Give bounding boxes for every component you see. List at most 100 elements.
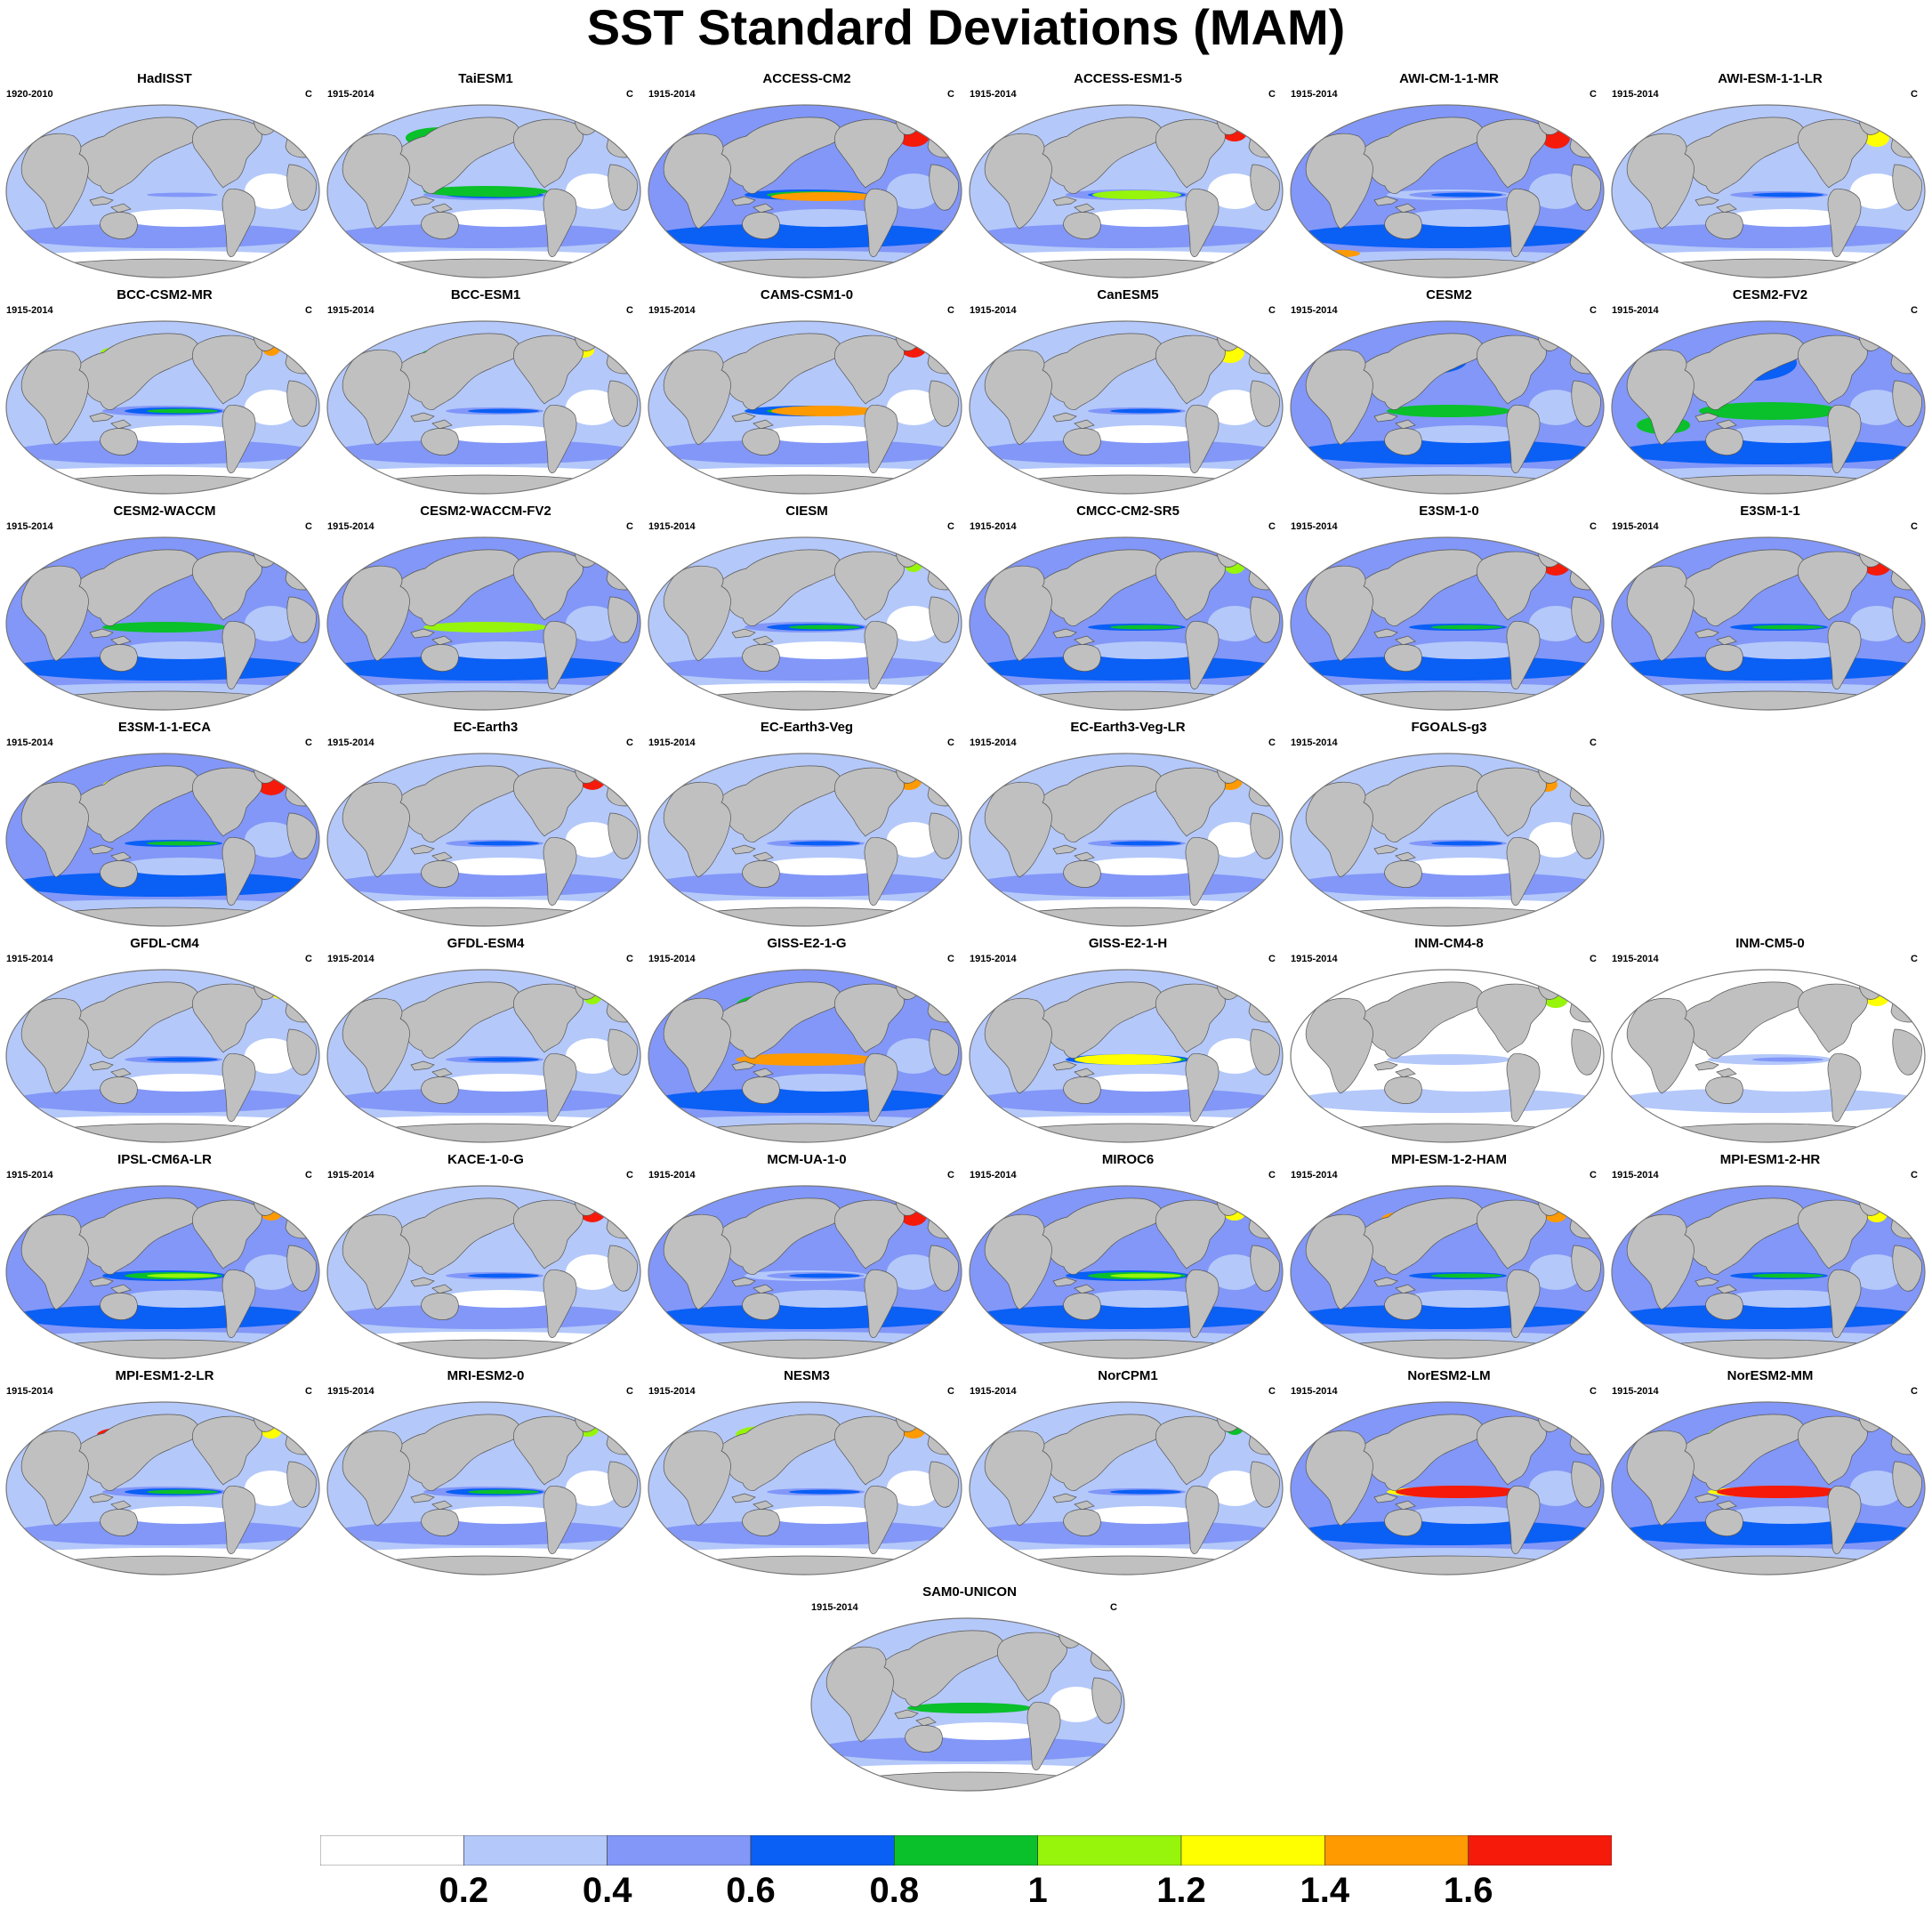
enso-core bbox=[1431, 841, 1502, 846]
panel-title: GISS-E2-1-G bbox=[767, 936, 847, 951]
panel-unit: C bbox=[1590, 1386, 1597, 1397]
continent-indonesia bbox=[1052, 628, 1095, 646]
sst-anomaly bbox=[1699, 402, 1841, 420]
map-frame bbox=[326, 1401, 641, 1576]
enso-core bbox=[1752, 1273, 1823, 1278]
atlantic-band bbox=[566, 822, 619, 858]
continent-africa-east bbox=[1571, 1461, 1601, 1508]
panel-title: CESM2-WACCM-FV2 bbox=[420, 504, 551, 519]
continent-africa-east bbox=[1892, 596, 1922, 643]
panel-unit: C bbox=[1911, 89, 1918, 100]
continent-indonesia bbox=[731, 1277, 774, 1294]
subtropical-band bbox=[1405, 641, 1529, 659]
continent-europe-africa bbox=[984, 133, 1052, 230]
subtropical-band bbox=[120, 1074, 245, 1092]
continent-australia bbox=[742, 644, 780, 672]
panel-period: 1915-2014 bbox=[6, 954, 53, 964]
map-frame bbox=[1290, 753, 1605, 927]
sst-map bbox=[648, 753, 962, 927]
continent-south-america bbox=[864, 1486, 898, 1554]
enso-core bbox=[1110, 408, 1181, 414]
panel-title: AWI-ESM-1-1-LR bbox=[1718, 71, 1823, 86]
atlantic-band bbox=[887, 1471, 940, 1506]
continent-australia bbox=[1063, 212, 1101, 239]
sst-map bbox=[1290, 1185, 1605, 1359]
panel-unit: C bbox=[1590, 305, 1597, 316]
panel-title: MPI-ESM1-2-LR bbox=[115, 1368, 214, 1383]
atlantic-band bbox=[887, 173, 940, 209]
continent-europe-africa bbox=[984, 1430, 1052, 1527]
panel-unit: C bbox=[1268, 521, 1276, 532]
panel-unit: C bbox=[1110, 1602, 1117, 1613]
map-panel: MCM-UA-1-0 1915-2014 C bbox=[647, 1152, 967, 1366]
continent-africa-east bbox=[929, 1461, 959, 1508]
continent-europe-africa bbox=[1305, 565, 1373, 662]
continent-south-america bbox=[864, 1053, 898, 1122]
panel-title: FGOALS-g3 bbox=[1411, 720, 1487, 735]
subtropical-band bbox=[120, 425, 245, 443]
continent-australia bbox=[1063, 860, 1101, 888]
map-frame bbox=[1290, 104, 1605, 278]
continent-europe-africa bbox=[20, 565, 89, 662]
panel-period: 1915-2014 bbox=[648, 737, 696, 748]
colorbar-swatch bbox=[607, 1835, 752, 1866]
continent-south-america bbox=[1827, 1486, 1862, 1554]
sst-map bbox=[648, 1401, 962, 1576]
panel-period: 1915-2014 bbox=[327, 737, 374, 748]
subtropical-band bbox=[762, 425, 887, 443]
sst-map bbox=[5, 1185, 320, 1359]
sst-anomaly bbox=[907, 1703, 1032, 1713]
atlantic-band bbox=[1529, 1038, 1582, 1074]
atlantic-band bbox=[566, 173, 619, 209]
panel-unit: C bbox=[1268, 954, 1276, 964]
atlantic-band bbox=[566, 1038, 619, 1074]
panel-unit: C bbox=[1268, 737, 1276, 748]
panel-period: 1915-2014 bbox=[327, 89, 374, 100]
continent-south-america bbox=[864, 621, 898, 689]
panel-title: CIESM bbox=[785, 504, 828, 519]
sst-anomaly bbox=[423, 622, 548, 633]
sst-map bbox=[1611, 536, 1926, 711]
continent-africa-east bbox=[929, 1028, 959, 1076]
continent-indonesia bbox=[89, 628, 132, 646]
map-frame bbox=[5, 104, 320, 278]
continent-indonesia bbox=[410, 628, 453, 646]
continent-australia bbox=[742, 860, 780, 888]
atlantic-band bbox=[1529, 822, 1582, 858]
sst-map bbox=[648, 536, 962, 711]
panel-unit: C bbox=[1590, 954, 1597, 964]
panel-unit: C bbox=[305, 521, 312, 532]
sst-map bbox=[969, 1401, 1284, 1576]
continent-europe-africa bbox=[342, 997, 410, 1094]
subtropical-band bbox=[1083, 425, 1208, 443]
panel-unit: C bbox=[626, 954, 633, 964]
continent-australia bbox=[1705, 212, 1743, 239]
map-panel: CAMS-CSM1-0 1915-2014 C bbox=[647, 287, 967, 501]
map-frame bbox=[1611, 104, 1926, 278]
continent-africa-east bbox=[1892, 1461, 1922, 1508]
colorbar-swatch bbox=[894, 1835, 1038, 1866]
panel-unit: C bbox=[1590, 89, 1597, 100]
panel-period: 1915-2014 bbox=[6, 305, 53, 316]
continent-europe-africa bbox=[663, 133, 731, 230]
map-panel: NorESM2-LM 1915-2014 C bbox=[1289, 1368, 1609, 1582]
atlantic-band bbox=[1529, 606, 1582, 641]
subtropical-band bbox=[120, 641, 245, 659]
subtropical-band bbox=[762, 1506, 887, 1524]
colorbar-swatch bbox=[1468, 1835, 1612, 1866]
subtropical-band bbox=[762, 1074, 887, 1092]
continent-africa-east bbox=[1892, 1028, 1922, 1076]
panel-period: 1915-2014 bbox=[6, 737, 53, 748]
continent-south-america bbox=[1185, 189, 1220, 257]
continent-south-america bbox=[1506, 837, 1541, 906]
sst-anomaly bbox=[423, 186, 548, 197]
continent-indonesia bbox=[1052, 844, 1095, 862]
continent-europe-africa bbox=[984, 565, 1052, 662]
map-panel: FGOALS-g3 1915-2014 C bbox=[1289, 720, 1609, 933]
sst-anomaly bbox=[1717, 1486, 1841, 1498]
panel-title: E3SM-1-0 bbox=[1419, 504, 1479, 519]
panel-period: 1915-2014 bbox=[1612, 305, 1659, 316]
panel-title: GFDL-ESM4 bbox=[447, 936, 525, 951]
continent-indonesia bbox=[89, 196, 132, 214]
enso-core bbox=[789, 841, 860, 846]
